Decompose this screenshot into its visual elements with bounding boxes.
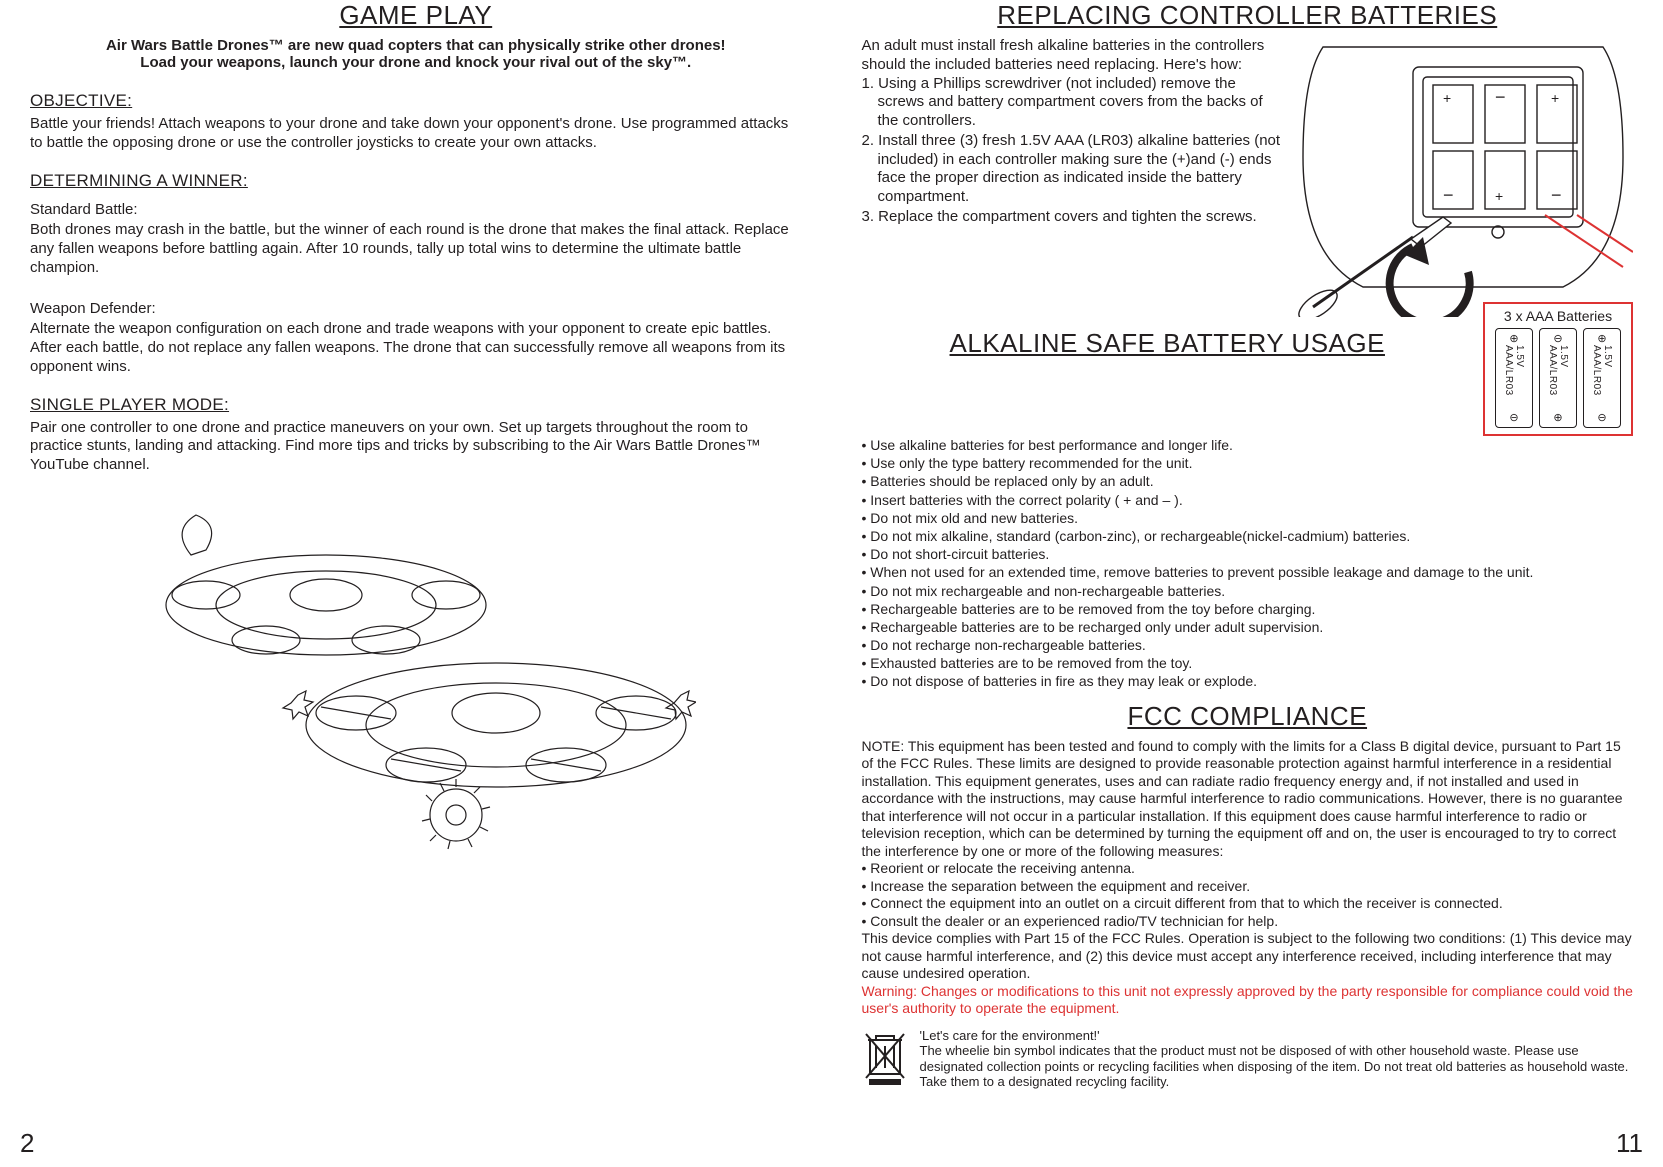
objective-heading: OBJECTIVE: bbox=[30, 91, 802, 111]
fcc-bullet: Reorient or relocate the receiving anten… bbox=[876, 860, 1634, 878]
single-player-text: Pair one controller to one drone and pra… bbox=[30, 419, 802, 475]
standard-battle-text: Both drones may crash in the battle, but… bbox=[30, 221, 802, 277]
alk-item: • Do not mix rechargeable and non-rechar… bbox=[870, 582, 1634, 600]
replace-intro: An adult must install fresh alkaline bat… bbox=[862, 37, 1284, 75]
battery-cell: ⊕1.5V AAA/LR03⊖ bbox=[1495, 328, 1533, 428]
svg-text:+: + bbox=[1443, 90, 1451, 106]
alk-item: • Do not mix old and new batteries. bbox=[870, 509, 1634, 527]
step-1: 1. Using a Phillips screwdriver (not inc… bbox=[878, 75, 1284, 131]
controller-illustration: + + − − − + bbox=[1293, 37, 1633, 322]
fcc-bullet: Consult the dealer or an experienced rad… bbox=[876, 913, 1634, 931]
alk-item: • Do not short-circuit batteries. bbox=[870, 545, 1634, 563]
alk-item: • Use alkaline batteries for best perfor… bbox=[870, 436, 1634, 454]
alk-item: • Batteries should be replaced only by a… bbox=[870, 472, 1634, 490]
alk-item: • When not used for an extended time, re… bbox=[870, 563, 1634, 581]
fcc-bullet: Increase the separation between the equi… bbox=[876, 878, 1634, 896]
objective-text: Battle your friends! Attach weapons to y… bbox=[30, 115, 802, 153]
alk-item: • Rechargeable batteries are to be remov… bbox=[870, 600, 1634, 618]
svg-text:+: + bbox=[1551, 90, 1559, 106]
page-number-right: 11 bbox=[1616, 1128, 1643, 1159]
battery-callout: 3 x AAA Batteries ⊕1.5V AAA/LR03⊖ ⊖1.5V … bbox=[1483, 302, 1633, 436]
fcc-warning: Warning: Changes or modifications to thi… bbox=[862, 983, 1634, 1018]
fcc-heading: FCC COMPLIANCE bbox=[862, 701, 1634, 732]
intro-line1: Air Wars Battle Drones™ are new quad cop… bbox=[106, 37, 726, 54]
gameplay-intro: Air Wars Battle Drones™ are new quad cop… bbox=[30, 37, 802, 71]
alk-item: • Insert batteries with the correct pola… bbox=[870, 491, 1634, 509]
replacing-batteries-heading: REPLACING CONTROLLER BATTERIES bbox=[862, 0, 1634, 31]
fcc-comply: This device complies with Part 15 of the… bbox=[862, 930, 1634, 983]
alk-item: • Rechargeable batteries are to be recha… bbox=[870, 618, 1634, 636]
weapon-defender-text: Alternate the weapon configuration on ea… bbox=[30, 320, 802, 376]
alk-item: • Use only the type battery recommended … bbox=[870, 454, 1634, 472]
env-title: 'Let's care for the environment!' bbox=[920, 1028, 1634, 1044]
drone-illustration bbox=[30, 495, 802, 860]
svg-text:+: + bbox=[1495, 188, 1503, 204]
alkaline-list: • Use alkaline batteries for best perfor… bbox=[862, 436, 1634, 691]
intro-line2: Load your weapons, launch your drone and… bbox=[140, 54, 691, 71]
page-number-left: 2 bbox=[20, 1128, 34, 1159]
fcc-note: NOTE: This equipment has been tested and… bbox=[862, 738, 1634, 861]
standard-battle-label: Standard Battle: bbox=[30, 201, 802, 220]
alk-item: • Do not mix alkaline, standard (carbon-… bbox=[870, 527, 1634, 545]
fcc-bullet: Connect the equipment into an outlet on … bbox=[876, 895, 1634, 913]
fcc-bullets: Reorient or relocate the receiving anten… bbox=[862, 860, 1634, 930]
svg-text:−: − bbox=[1495, 87, 1506, 107]
svg-text:−: − bbox=[1551, 185, 1562, 205]
env-text: The wheelie bin symbol indicates that th… bbox=[920, 1043, 1634, 1090]
alk-item: • Do not dispose of batteries in fire as… bbox=[870, 672, 1634, 690]
battery-cell: ⊖1.5V AAA/LR03⊕ bbox=[1539, 328, 1577, 428]
weee-icon bbox=[862, 1028, 908, 1091]
battery-callout-title: 3 x AAA Batteries bbox=[1491, 308, 1625, 324]
battery-cell: ⊕1.5V AAA/LR03⊖ bbox=[1583, 328, 1621, 428]
alk-item: • Do not recharge non-rechargeable batte… bbox=[870, 636, 1634, 654]
gameplay-heading: GAME PLAY bbox=[30, 0, 802, 31]
alkaline-heading: ALKALINE SAFE BATTERY USAGE bbox=[862, 328, 1474, 359]
alk-item: • Exhausted batteries are to be removed … bbox=[870, 654, 1634, 672]
winner-heading: DETERMINING A WINNER: bbox=[30, 171, 802, 191]
weapon-defender-label: Weapon Defender: bbox=[30, 300, 802, 319]
replace-steps: 1. Using a Phillips screwdriver (not inc… bbox=[862, 75, 1284, 227]
step-3: 3. Replace the compartment covers and ti… bbox=[878, 208, 1284, 227]
svg-text:−: − bbox=[1443, 185, 1454, 205]
step-2: 2. Install three (3) fresh 1.5V AAA (LR0… bbox=[878, 132, 1284, 207]
single-player-heading: SINGLE PLAYER MODE: bbox=[30, 395, 802, 415]
